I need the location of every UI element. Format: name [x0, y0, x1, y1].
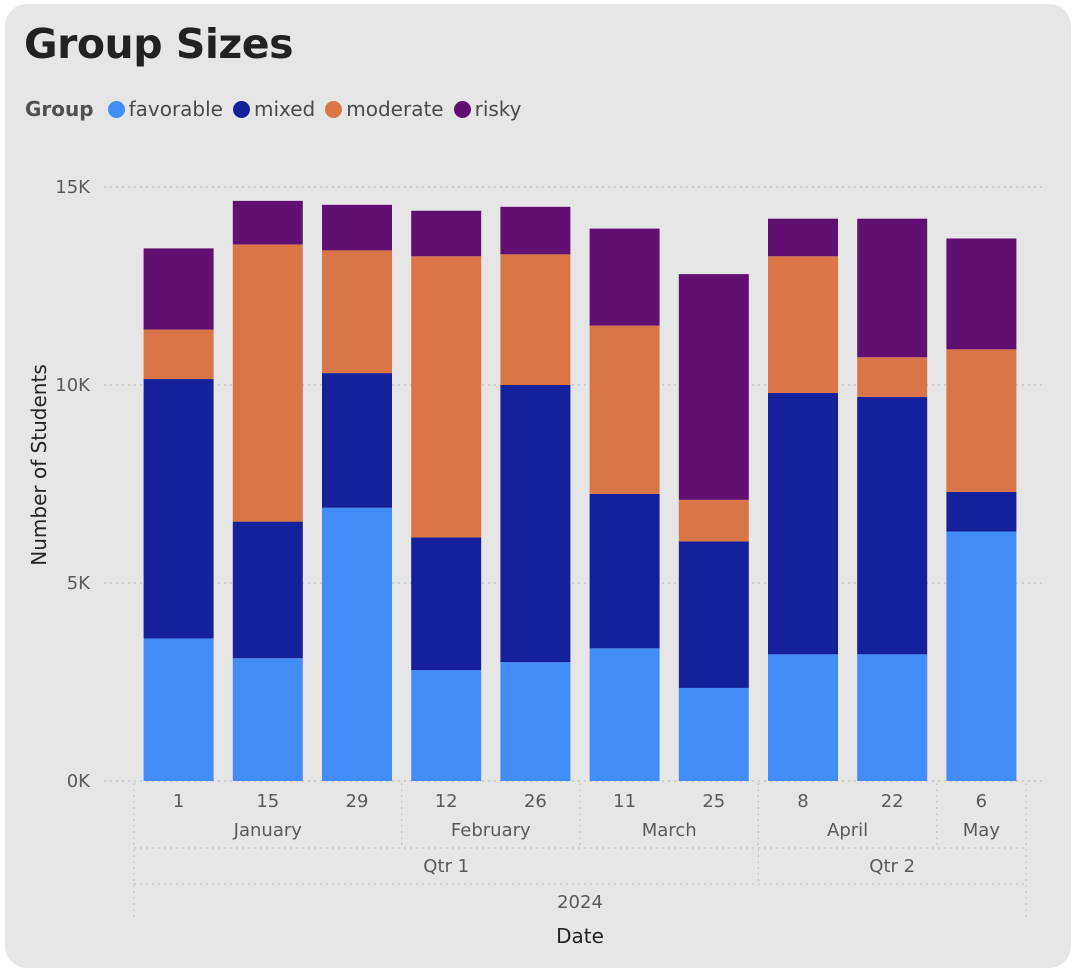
x-axis-title: Date [556, 924, 604, 948]
x-tick-label-day: 25 [702, 791, 725, 812]
bar-segment-favorable[interactable] [500, 662, 571, 781]
bar-segment-favorable[interactable] [322, 507, 392, 781]
bar-segment-mixed[interactable] [500, 385, 571, 663]
bar-segment-mixed[interactable] [857, 396, 928, 655]
bar-segment-moderate[interactable] [143, 329, 214, 380]
bar-segment-mixed[interactable] [946, 491, 1017, 532]
x-tick-label-day: 11 [613, 791, 636, 812]
legend-label-favorable: favorable [128, 97, 223, 121]
x-tick-label-day: 6 [976, 791, 987, 812]
bar-segment-mixed[interactable] [322, 373, 392, 508]
bar-segment-favorable[interactable] [678, 687, 749, 781]
bar-segment-moderate[interactable] [768, 256, 838, 393]
x-tick-label-day: 12 [435, 791, 458, 812]
x-tick-label-day: 29 [346, 791, 369, 812]
x-tick-label-day: 8 [797, 791, 808, 812]
bar-segment-risky[interactable] [768, 218, 838, 257]
x-tick-label-day: 15 [256, 791, 279, 812]
x-tick-label-day: 22 [881, 791, 904, 812]
bar-segment-risky[interactable] [857, 218, 928, 358]
x-tick-label-day: 26 [524, 791, 547, 812]
x-tick-label-month: January [233, 820, 303, 841]
legend-dot-favorable [107, 100, 125, 118]
bar-segment-mixed[interactable] [143, 379, 214, 639]
legend-dot-mixed [232, 100, 250, 118]
y-tick-label: 5K [67, 573, 91, 594]
bar-segment-risky[interactable] [678, 274, 749, 500]
y-tick-label: 0K [67, 771, 91, 792]
x-tick-label-month: February [451, 820, 531, 841]
legend-item-mixed[interactable]: mixed [232, 97, 316, 121]
bar-segment-favorable[interactable] [768, 654, 838, 781]
x-tick-label-month: March [642, 820, 697, 841]
bar-segment-moderate[interactable] [411, 256, 482, 538]
bar-segment-risky[interactable] [232, 200, 303, 245]
legend-item-moderate[interactable]: moderate [325, 97, 444, 121]
bar-segment-risky[interactable] [589, 228, 660, 326]
legend-label-mixed: mixed [253, 97, 316, 121]
bar-segment-favorable[interactable] [589, 648, 660, 781]
bar-segment-risky[interactable] [500, 206, 571, 255]
legend-dot-moderate [325, 100, 343, 118]
legend-dot-risky [453, 100, 471, 118]
legend-label-risky: risky [474, 97, 522, 121]
bar-segment-risky[interactable] [322, 204, 392, 251]
legend-label-moderate: moderate [346, 97, 444, 121]
bar-segment-mixed[interactable] [589, 493, 660, 649]
bar-segment-mixed[interactable] [232, 521, 303, 659]
legend-item-favorable[interactable]: favorable [107, 97, 223, 121]
legend-title: Group [25, 97, 94, 121]
bar-segment-favorable[interactable] [946, 531, 1017, 781]
bars-layer [143, 200, 1017, 781]
bar-segment-mixed[interactable] [768, 392, 838, 655]
bar-segment-mixed[interactable] [411, 537, 482, 671]
y-tick-label: 10K [55, 375, 91, 396]
bar-segment-favorable[interactable] [143, 638, 214, 781]
x-tick-label-day: 1 [173, 791, 184, 812]
y-axis-title: Number of Students [27, 364, 51, 565]
x-tick-label-month: April [827, 820, 868, 841]
bar-segment-moderate[interactable] [946, 349, 1017, 492]
bar-segment-risky[interactable] [143, 248, 214, 330]
x-tick-label-year: 2024 [557, 892, 603, 913]
bar-segment-favorable[interactable] [411, 670, 482, 781]
y-tick-label: 15K [55, 177, 91, 198]
bar-segment-moderate[interactable] [500, 254, 571, 385]
bar-segment-favorable[interactable] [232, 658, 303, 781]
bar-segment-moderate[interactable] [857, 357, 928, 397]
legend-item-risky[interactable]: risky [453, 97, 522, 121]
bar-segment-favorable[interactable] [857, 654, 928, 781]
x-tick-label-month: May [963, 820, 1001, 841]
bar-segment-moderate[interactable] [589, 325, 660, 494]
bar-segment-moderate[interactable] [322, 250, 392, 374]
x-tick-label-quarter: Qtr 1 [423, 856, 469, 877]
x-tick-label-quarter: Qtr 2 [869, 856, 915, 877]
bar-segment-risky[interactable] [411, 210, 482, 257]
bar-segment-mixed[interactable] [678, 541, 749, 688]
chart-title: Group Sizes [24, 20, 294, 68]
bar-segment-risky[interactable] [946, 238, 1017, 350]
bar-segment-moderate[interactable] [678, 499, 749, 542]
bar-segment-moderate[interactable] [232, 244, 303, 522]
legend: Group favorable mixed moderate risky [25, 96, 532, 122]
axis-layer: 0K 5K 10K 15K 1 15 29 12 26 11 25 8 22 6 January Februa… [55, 177, 1027, 918]
